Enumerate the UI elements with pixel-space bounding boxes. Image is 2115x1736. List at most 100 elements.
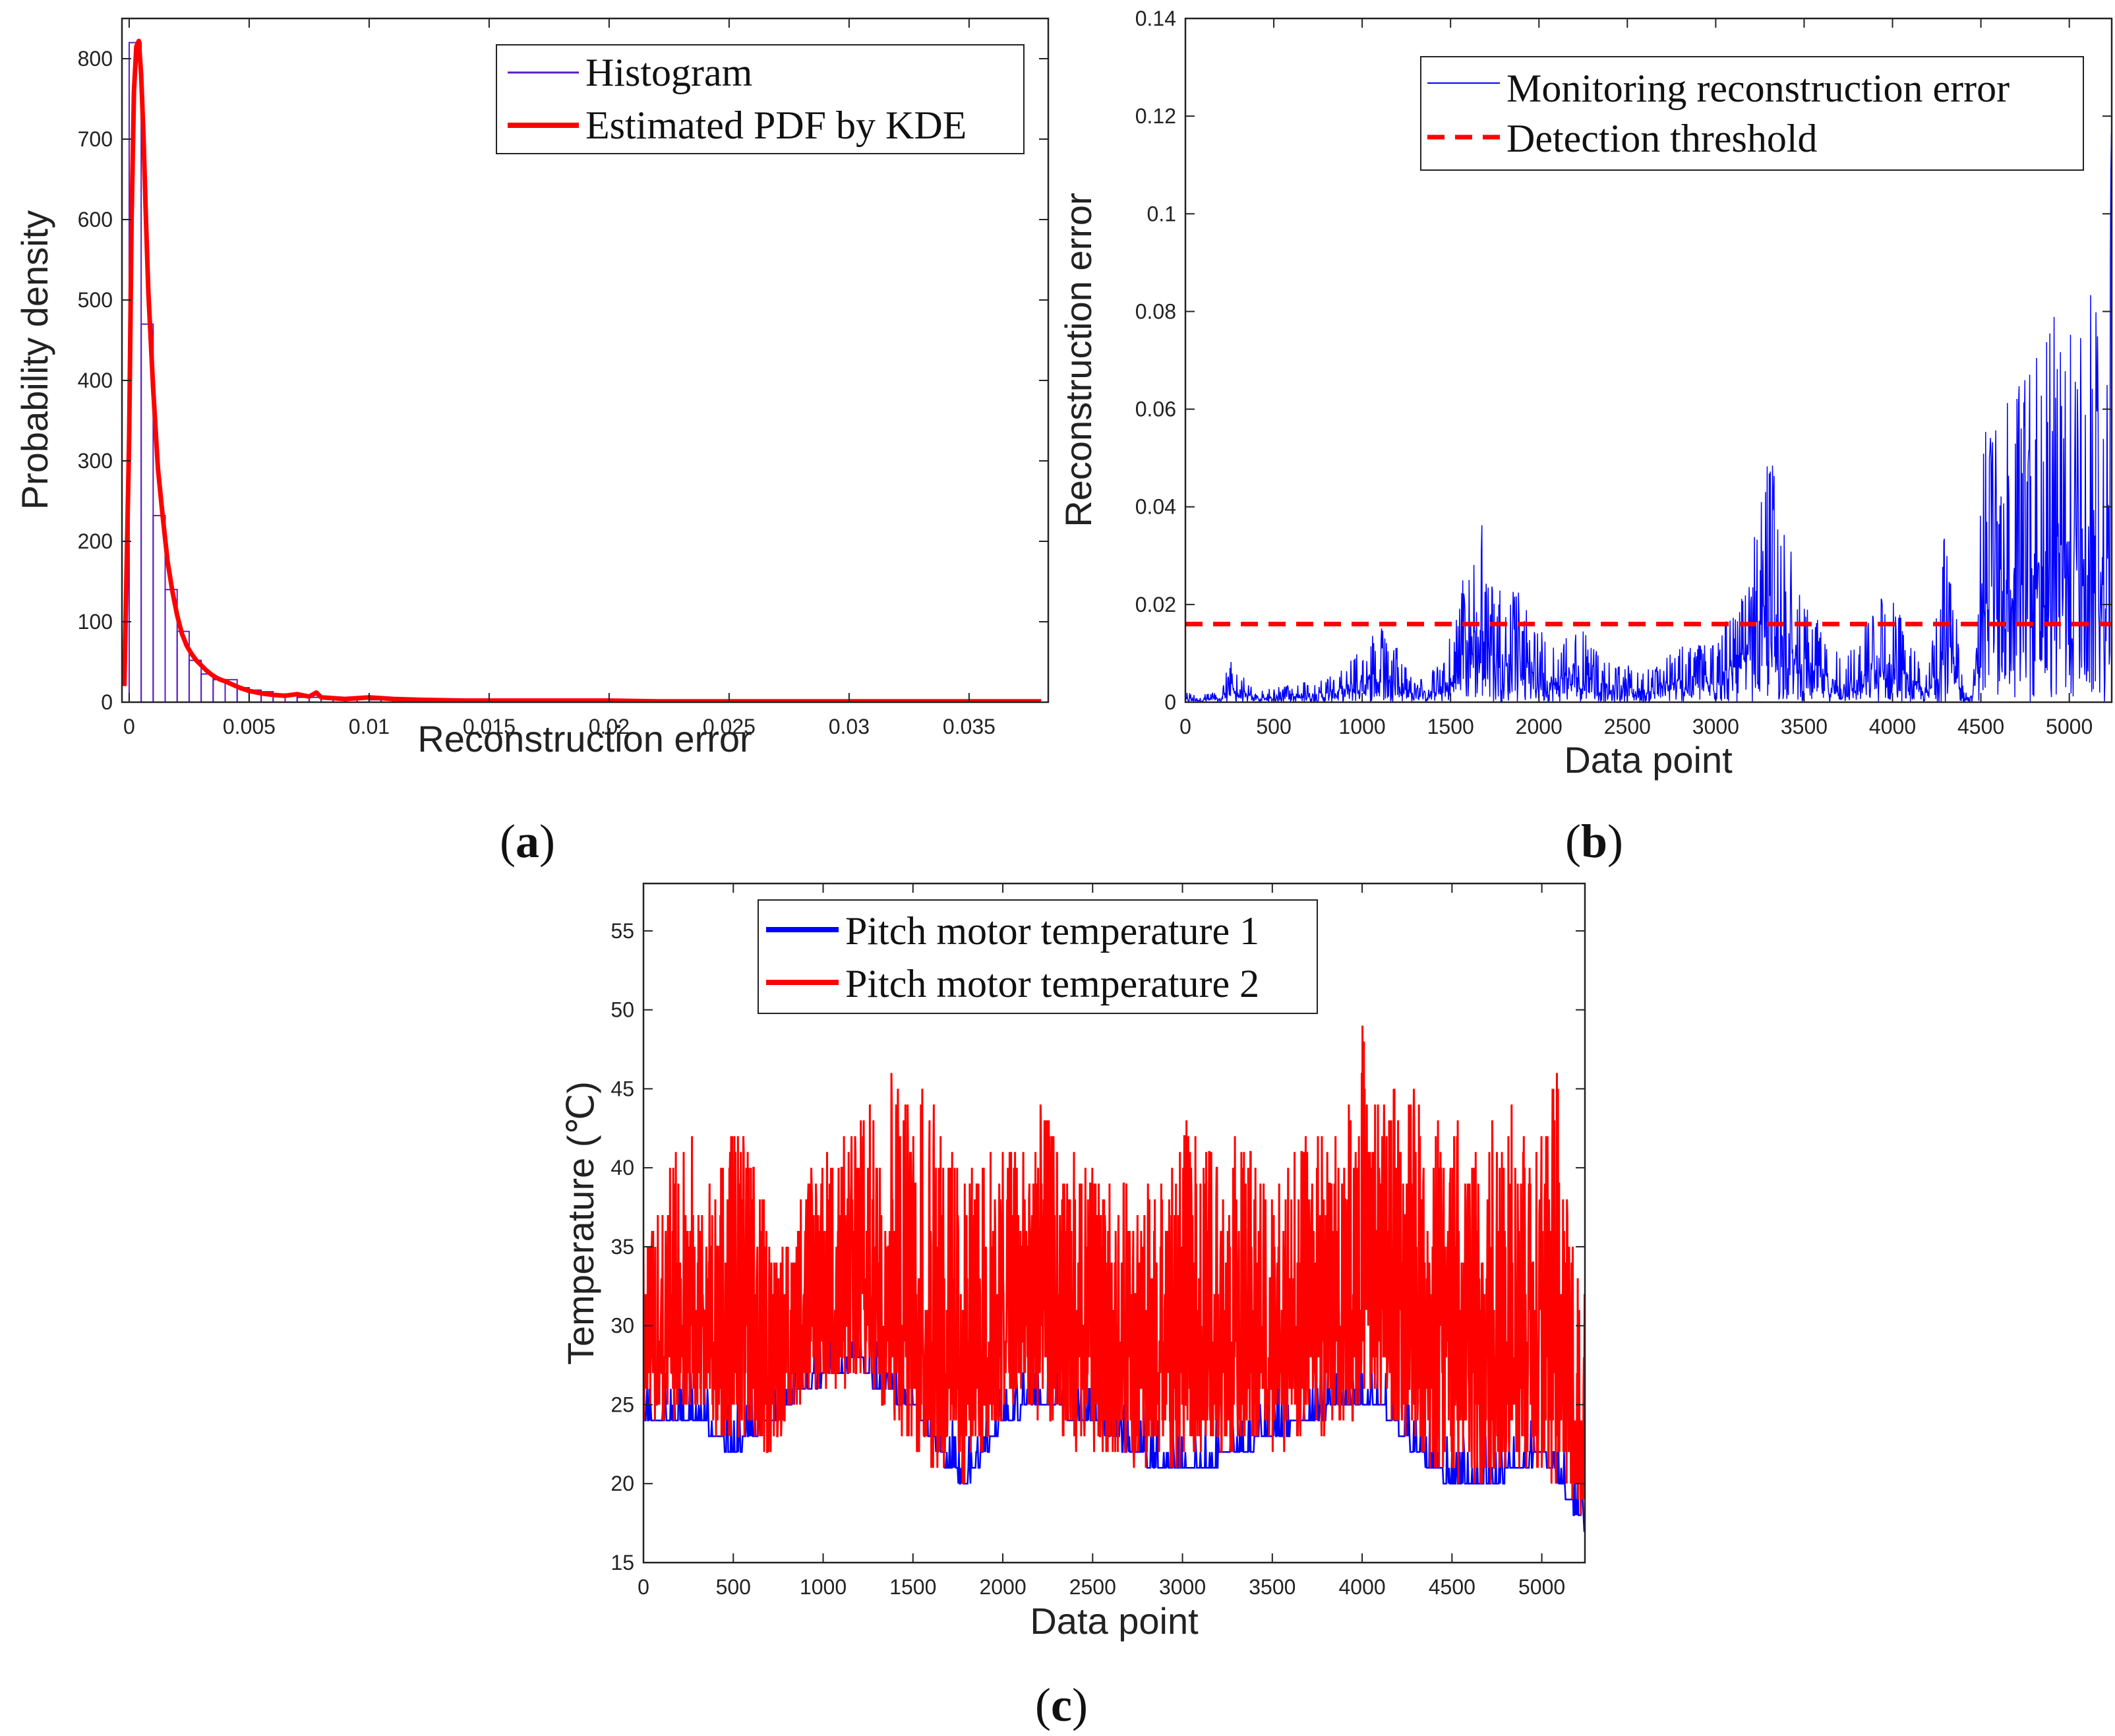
y-tick-label: 500 bbox=[78, 288, 113, 312]
legend-label-threshold: Detection threshold bbox=[1506, 117, 1818, 160]
y-tick-label: 0 bbox=[101, 690, 113, 714]
x-tick-label: 500 bbox=[1256, 715, 1291, 738]
legend-label-error: Monitoring reconstruction error bbox=[1506, 67, 2010, 110]
x-tick-label: 1500 bbox=[1427, 715, 1474, 738]
x-tick-label: 0.03 bbox=[829, 715, 870, 738]
panel-c-label-open: ( bbox=[1035, 1679, 1051, 1731]
panel-a-legend-box bbox=[496, 44, 1025, 154]
y-tick-label: 400 bbox=[78, 369, 113, 392]
y-tick-label: 0.04 bbox=[1135, 495, 1176, 519]
x-tick-label: 0.015 bbox=[463, 715, 516, 738]
x-tick-label: 500 bbox=[716, 1575, 751, 1599]
panel-b: 0 500 1000 1500 2000 2500 3000 3500 4000 4500 5000… bbox=[1058, 7, 2113, 868]
legend-label-kde: Estimated PDF by KDE bbox=[585, 104, 967, 147]
panel-a-kde-line bbox=[122, 38, 1042, 702]
x-tick-label: 0.035 bbox=[943, 715, 996, 738]
y-tick-label: 25 bbox=[611, 1392, 634, 1416]
x-tick-label: 5000 bbox=[2046, 715, 2093, 738]
panel-c-ylabel: Temperature (℃) bbox=[560, 1081, 601, 1365]
panel-c-y-axis: 15 20 25 30 35 40 45 50 55 bbox=[611, 919, 1585, 1574]
panel-b-label: (b) bbox=[1565, 815, 1623, 868]
panel-a-x-axis: 0 0.005 0.01 0.015 0.02 0.025 0.03 0.035 bbox=[123, 18, 996, 738]
x-tick-label: 0.01 bbox=[349, 715, 390, 738]
panel-a-xlabel: Reconstruction error bbox=[417, 718, 752, 760]
y-tick-label: 0.02 bbox=[1135, 593, 1176, 616]
panel-b-frame bbox=[1184, 17, 2113, 703]
y-tick-label: 20 bbox=[611, 1472, 634, 1495]
y-tick-label: 0.14 bbox=[1135, 7, 1176, 30]
x-tick-label: 3000 bbox=[1692, 715, 1739, 738]
x-tick-label: 5000 bbox=[1518, 1575, 1565, 1599]
legend-label-histogram: Histogram bbox=[585, 51, 752, 94]
legend-label-temp1: Pitch motor temperature 1 bbox=[845, 909, 1259, 953]
y-tick-label: 0 bbox=[1164, 690, 1176, 714]
x-tick-label: 0.005 bbox=[223, 715, 276, 738]
x-tick-label: 0 bbox=[638, 1575, 649, 1599]
panel-b-y-axis: 0 0.02 0.04 0.06 0.08 0.1 0.12 0.14 bbox=[1135, 7, 2112, 714]
legend-label-temp2: Pitch motor temperature 2 bbox=[845, 962, 1259, 1005]
panel-b-legend: Monitoring reconstruction error Detectio… bbox=[1420, 56, 2084, 171]
x-tick-label: 4500 bbox=[1957, 715, 2004, 738]
x-tick-label: 4500 bbox=[1429, 1575, 1475, 1599]
x-tick-label: 3500 bbox=[1781, 715, 1828, 738]
panel-b-x-axis: 0 500 1000 1500 2000 2500 3000 3500 4000 4500 5000 bbox=[1179, 18, 2093, 738]
y-tick-label: 0.08 bbox=[1135, 299, 1176, 323]
panel-b-xlabel: Data point bbox=[1564, 739, 1733, 781]
y-tick-label: 700 bbox=[78, 127, 113, 151]
panel-b-legend-box bbox=[1420, 56, 2084, 171]
y-tick-label: 15 bbox=[611, 1551, 634, 1574]
x-tick-label: 4000 bbox=[1869, 715, 1916, 738]
panel-a-label: (a) bbox=[500, 815, 555, 868]
panel-c-legend: Pitch motor temperature 1 Pitch motor te… bbox=[758, 899, 1318, 1014]
x-tick-label: 1000 bbox=[800, 1575, 847, 1599]
y-tick-label: 600 bbox=[78, 208, 113, 231]
panel-a-label-letter: a bbox=[516, 815, 539, 868]
y-tick-label: 45 bbox=[611, 1077, 634, 1100]
panel-b-ylabel: Reconstruction error bbox=[1058, 193, 1099, 527]
panel-c-x-axis: 0 500 1000 1500 2000 2500 3000 3500 4000 4500 5000 bbox=[638, 883, 1565, 1599]
panel-a-y-axis: 0 100 200 300 400 500 600 700 800 bbox=[78, 47, 1048, 714]
y-tick-label: 300 bbox=[78, 449, 113, 473]
x-tick-label: 0.025 bbox=[703, 715, 756, 738]
panel-c-label-letter: c bbox=[1051, 1679, 1072, 1731]
y-tick-label: 800 bbox=[78, 47, 113, 71]
x-tick-label: 2000 bbox=[1516, 715, 1563, 738]
panel-b-label-open: ( bbox=[1565, 815, 1581, 868]
panel-c-temp2-line bbox=[643, 1025, 1585, 1516]
x-tick-label: 3500 bbox=[1249, 1575, 1296, 1599]
panel-b-error-line bbox=[1185, 133, 2112, 702]
x-tick-label: 2500 bbox=[1604, 715, 1651, 738]
y-tick-label: 55 bbox=[611, 919, 634, 943]
panel-c-frame bbox=[642, 882, 1586, 1564]
panel-b-label-close: ) bbox=[1607, 815, 1623, 868]
panel-a-ylabel: Probability density bbox=[14, 210, 55, 510]
y-tick-label: 40 bbox=[611, 1156, 634, 1180]
y-tick-label: 50 bbox=[611, 998, 634, 1022]
panel-a-label-open: ( bbox=[500, 815, 516, 868]
x-tick-label: 4000 bbox=[1338, 1575, 1385, 1599]
panel-c-legend-box bbox=[758, 899, 1318, 1014]
y-tick-label: 0.06 bbox=[1135, 398, 1176, 421]
panel-c-label-close: ) bbox=[1072, 1679, 1088, 1731]
y-tick-label: 35 bbox=[611, 1235, 634, 1259]
y-tick-label: 100 bbox=[78, 610, 113, 634]
panel-c-xlabel: Data point bbox=[1030, 1600, 1199, 1642]
histogram-bar bbox=[140, 323, 154, 702]
x-tick-label: 2500 bbox=[1069, 1575, 1116, 1599]
panel-a-frame bbox=[121, 17, 1050, 703]
x-tick-label: 0 bbox=[1179, 715, 1191, 738]
x-tick-label: 1500 bbox=[889, 1575, 936, 1599]
x-tick-label: 1000 bbox=[1339, 715, 1386, 738]
y-tick-label: 0.1 bbox=[1147, 202, 1176, 225]
x-tick-label: 0 bbox=[123, 715, 135, 738]
panel-c-label: (c) bbox=[1035, 1679, 1088, 1731]
panel-a-label-close: ) bbox=[539, 815, 555, 868]
panel-a-legend: Histogram Estimated PDF by KDE bbox=[496, 44, 1025, 154]
panel-c: 0 500 1000 1500 2000 2500 3000 3500 4000 4500 5000… bbox=[560, 882, 1586, 1731]
x-tick-label: 0.02 bbox=[589, 715, 630, 738]
y-tick-label: 0.12 bbox=[1135, 104, 1176, 128]
y-tick-label: 30 bbox=[611, 1314, 634, 1338]
panel-b-label-letter: b bbox=[1581, 815, 1607, 868]
x-tick-label: 3000 bbox=[1159, 1575, 1206, 1599]
